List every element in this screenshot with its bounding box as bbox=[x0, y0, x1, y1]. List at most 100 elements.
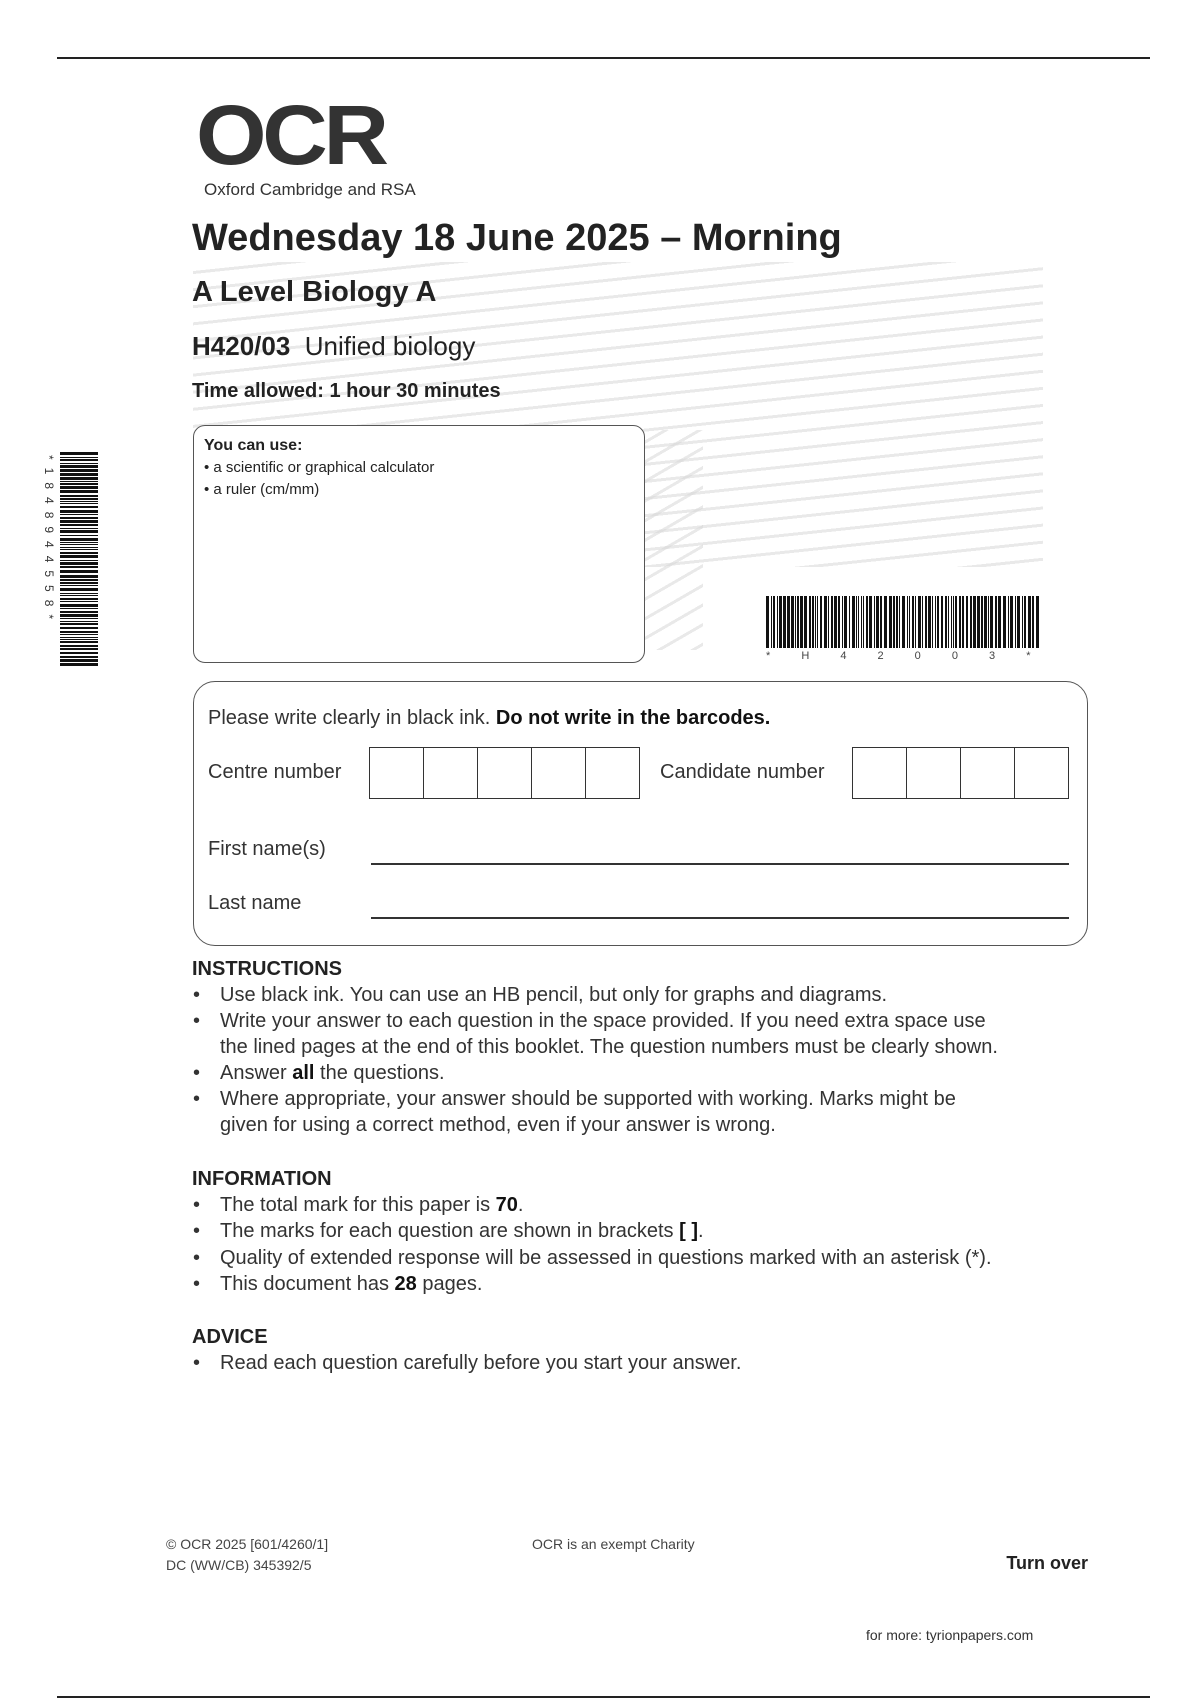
candidate-number-field[interactable] bbox=[852, 747, 1069, 799]
more-link[interactable]: for more: tyrionpapers.com bbox=[866, 1627, 1034, 1643]
barcode-bar bbox=[60, 659, 98, 662]
barcode-bar bbox=[838, 596, 840, 648]
first-name-field[interactable] bbox=[371, 863, 1069, 865]
barcode-bar bbox=[60, 648, 98, 650]
barcode-bar bbox=[60, 517, 98, 519]
bullet-icon: • bbox=[193, 1247, 201, 1269]
barcode-bar bbox=[60, 637, 98, 638]
barcode-bar bbox=[1032, 596, 1034, 648]
barcode-bar bbox=[966, 596, 968, 648]
barcode-bar bbox=[60, 566, 98, 568]
barcode-bar bbox=[935, 596, 936, 648]
barcode-bar bbox=[925, 596, 927, 648]
barcode-bar bbox=[60, 555, 98, 558]
barcode-bar bbox=[60, 528, 98, 529]
digit-box[interactable] bbox=[532, 748, 586, 798]
item-text-part: . bbox=[698, 1220, 704, 1242]
bullet-icon: • bbox=[193, 1088, 201, 1110]
barcode-bar bbox=[953, 596, 954, 648]
barcode-bar bbox=[60, 582, 98, 584]
bullet-icon: • bbox=[193, 1194, 201, 1216]
barcode-bar bbox=[817, 596, 818, 648]
barcode-bar bbox=[60, 469, 98, 472]
time-allowed: Time allowed: 1 hour 30 minutes bbox=[192, 380, 501, 402]
barcode-bar bbox=[970, 596, 972, 648]
barcode-bar bbox=[1015, 596, 1016, 648]
barcode-bar bbox=[766, 596, 769, 648]
barcode-bar bbox=[884, 596, 887, 648]
barcode-bar bbox=[60, 560, 98, 561]
instruction-bold-text: Do not write in the barcodes. bbox=[495, 707, 771, 729]
digit-box[interactable] bbox=[586, 748, 639, 798]
barcode-bar bbox=[60, 579, 98, 581]
security-watermark-strip bbox=[645, 430, 703, 650]
barcode-bar bbox=[1022, 596, 1023, 648]
barcode-bar bbox=[60, 645, 98, 647]
barcode-bar bbox=[902, 596, 905, 648]
last-name-label: Last name bbox=[208, 892, 302, 914]
barcode-bar bbox=[834, 596, 837, 648]
item-text: Where appropriate, your answer should be… bbox=[220, 1087, 956, 1111]
digit-box[interactable] bbox=[478, 748, 532, 798]
barcode-bar bbox=[60, 631, 98, 633]
barcode-bar bbox=[60, 614, 98, 617]
digit-box[interactable] bbox=[1015, 748, 1068, 798]
barcode-bar bbox=[932, 596, 933, 648]
barcode-bar bbox=[60, 535, 98, 536]
barcode-bar bbox=[60, 562, 98, 565]
centre-number-field[interactable] bbox=[369, 747, 640, 799]
barcode-bar bbox=[779, 596, 782, 648]
item-text-part: the questions. bbox=[314, 1062, 445, 1084]
subject-title: A Level Biology A bbox=[192, 276, 437, 308]
barcode-bar bbox=[60, 490, 98, 493]
barcode-bar bbox=[783, 596, 786, 648]
barcode-bar bbox=[60, 598, 98, 600]
barcode-bar bbox=[800, 596, 803, 648]
barcode-bar bbox=[60, 452, 98, 455]
barcode-bar bbox=[1003, 596, 1006, 648]
copyright: © OCR 2025 [601/4260/1] bbox=[166, 1536, 329, 1552]
barcode-bar bbox=[60, 510, 98, 513]
barcode-bar bbox=[60, 549, 98, 550]
barcode-bar bbox=[1008, 596, 1009, 648]
item-text-part: The total mark for this paper is bbox=[220, 1194, 496, 1216]
bullet-icon: • bbox=[193, 1220, 201, 1242]
digit-box[interactable] bbox=[424, 748, 478, 798]
barcode-bar bbox=[945, 596, 947, 648]
item-text-bold: all bbox=[292, 1062, 315, 1084]
barcode-bar bbox=[60, 627, 98, 629]
item-text: Answer all the questions. bbox=[220, 1061, 445, 1085]
bottom-rule bbox=[57, 1696, 1150, 1698]
digit-box[interactable] bbox=[370, 748, 424, 798]
barcode-bar bbox=[912, 596, 914, 648]
digit-box[interactable] bbox=[853, 748, 907, 798]
first-name-label: First name(s) bbox=[208, 838, 326, 860]
barcode-bar bbox=[824, 596, 827, 648]
digit-box[interactable] bbox=[961, 748, 1015, 798]
item-text: The total mark for this paper is 70. bbox=[220, 1193, 523, 1217]
charity-note: OCR is an exempt Charity bbox=[532, 1536, 695, 1552]
barcode-bar bbox=[60, 634, 98, 635]
barcode-bar bbox=[60, 585, 98, 586]
top-rule bbox=[57, 57, 1150, 59]
barcode-bar bbox=[815, 596, 816, 648]
barcode-bar bbox=[60, 501, 98, 502]
logo-subtitle: Oxford Cambridge and RSA bbox=[204, 180, 416, 199]
digit-box[interactable] bbox=[907, 748, 961, 798]
barcode-bar bbox=[856, 596, 857, 648]
last-name-field[interactable] bbox=[371, 917, 1069, 919]
barcode-bar bbox=[60, 481, 98, 482]
barcode-bar bbox=[791, 596, 794, 648]
turn-over: Turn over bbox=[1006, 1553, 1088, 1573]
barcode-bar bbox=[60, 473, 98, 476]
advice-heading: ADVICE bbox=[192, 1326, 268, 1348]
equipment-box: You can use: • a scientific or graphical… bbox=[193, 425, 645, 663]
barcode-bar bbox=[880, 596, 882, 648]
barcode-bar bbox=[893, 596, 895, 648]
barcode-bar bbox=[777, 596, 778, 648]
barcode-bar bbox=[1028, 596, 1031, 648]
item-text: The marks for each question are shown in… bbox=[220, 1219, 704, 1243]
item-text-bold: 28 bbox=[394, 1273, 417, 1295]
barcode-bar bbox=[998, 596, 1001, 648]
item-text-bold: 70 bbox=[495, 1194, 518, 1216]
